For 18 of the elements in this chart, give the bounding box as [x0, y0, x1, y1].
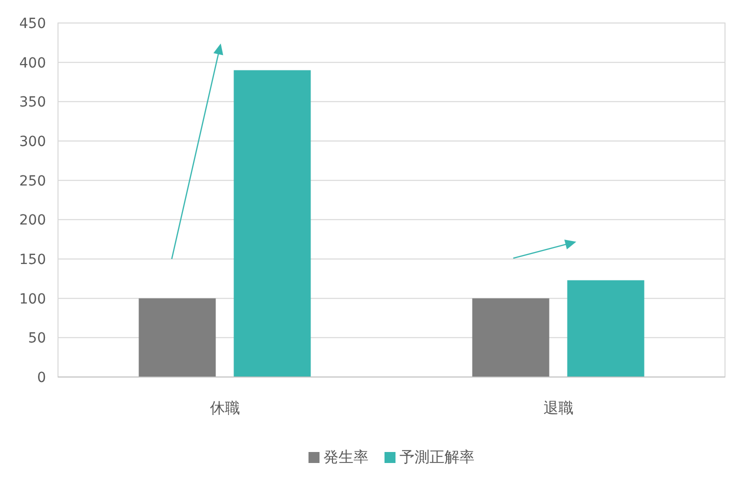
bar	[567, 280, 644, 377]
y-tick-label: 200	[19, 212, 46, 229]
x-tick-label: 休職	[210, 399, 240, 417]
bar	[234, 70, 311, 377]
y-tick-label: 0	[37, 370, 46, 386]
legend-label: 発生率	[324, 448, 368, 466]
x-tick-label: 退職	[543, 399, 574, 417]
y-tick-label: 300	[19, 134, 46, 150]
y-tick-label: 50	[28, 330, 46, 347]
y-tick-label: 100	[19, 291, 46, 308]
y-tick-label: 150	[19, 252, 46, 268]
y-tick-label: 250	[19, 173, 46, 190]
y-tick-label: 350	[19, 94, 46, 111]
bar	[472, 298, 550, 377]
y-tick-label: 450	[19, 16, 46, 32]
y-tick-label: 400	[19, 55, 46, 72]
legend-label: 予測正解率	[400, 448, 474, 466]
bar	[138, 298, 216, 377]
